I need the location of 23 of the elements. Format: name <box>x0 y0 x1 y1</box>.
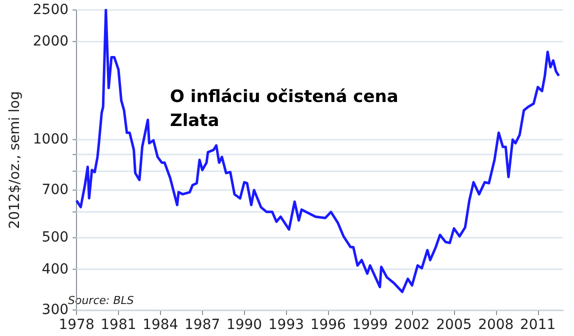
text: O infláciu očistená cena Zlata <box>170 87 404 131</box>
x-tick-label: 1987 <box>184 317 220 333</box>
line-series <box>75 8 560 294</box>
x-tick-label: 1996 <box>310 317 346 333</box>
x-tick-label: 1984 <box>142 317 178 333</box>
x-tick-label: 1981 <box>100 317 136 333</box>
y-tick-label: 2500 <box>32 2 69 18</box>
x-tick-label: 2008 <box>478 317 514 333</box>
y-tick-label: 500 <box>42 230 69 246</box>
y-tick-label: 1000 <box>32 132 69 148</box>
x-tick-label: 1978 <box>58 317 94 333</box>
y-axis-title: 2012$/oz., semi log <box>7 91 23 229</box>
x-tick-label: 1990 <box>226 317 262 333</box>
x-tick-label: 2005 <box>436 317 472 333</box>
x-tick-label: 1993 <box>268 317 304 333</box>
y-tick-label: 300 <box>42 302 69 318</box>
y-tick-label: 400 <box>42 261 69 278</box>
annotation: Source: BLS <box>68 294 134 307</box>
x-tick-label: 1999 <box>352 317 388 333</box>
x-tick-label: 2011 <box>520 317 556 333</box>
x-tick-label: 2002 <box>394 317 430 333</box>
y-tick-label: 700 <box>42 182 69 198</box>
y-tick-label: 2000 <box>32 34 69 50</box>
